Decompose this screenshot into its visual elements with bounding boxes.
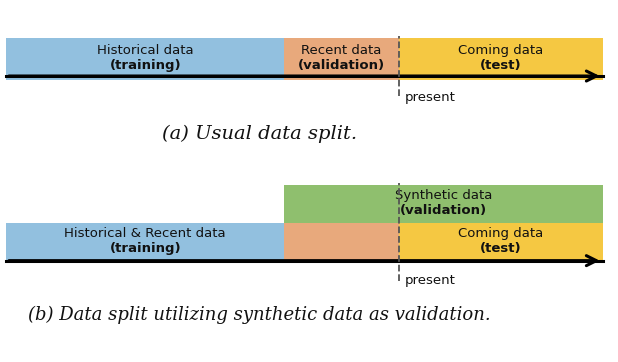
Text: Synthetic data: Synthetic data [395,189,492,202]
Text: (test): (test) [480,59,522,72]
Bar [399,38,603,80]
Text: Coming data: Coming data [458,227,543,240]
Text: (b) Data split utilizing synthetic data as validation.: (b) Data split utilizing synthetic data … [28,306,491,324]
Bar [284,38,399,80]
Text: Historical data: Historical data [97,45,193,57]
Text: present: present [405,90,455,104]
Bar [284,223,399,261]
Text: (training): (training) [109,242,181,254]
Bar [399,223,603,261]
Bar [284,185,603,223]
Text: (validation): (validation) [400,204,487,216]
Bar [6,223,284,261]
Text: (a) Usual data split.: (a) Usual data split. [162,125,357,143]
Text: present: present [405,274,455,287]
Text: (test): (test) [480,242,522,254]
Bar [6,38,284,80]
Text: Recent data: Recent data [301,45,382,57]
Text: Historical & Recent data: Historical & Recent data [64,227,226,240]
Text: (training): (training) [109,59,181,72]
Text: Coming data: Coming data [458,45,543,57]
Text: (validation): (validation) [298,59,385,72]
